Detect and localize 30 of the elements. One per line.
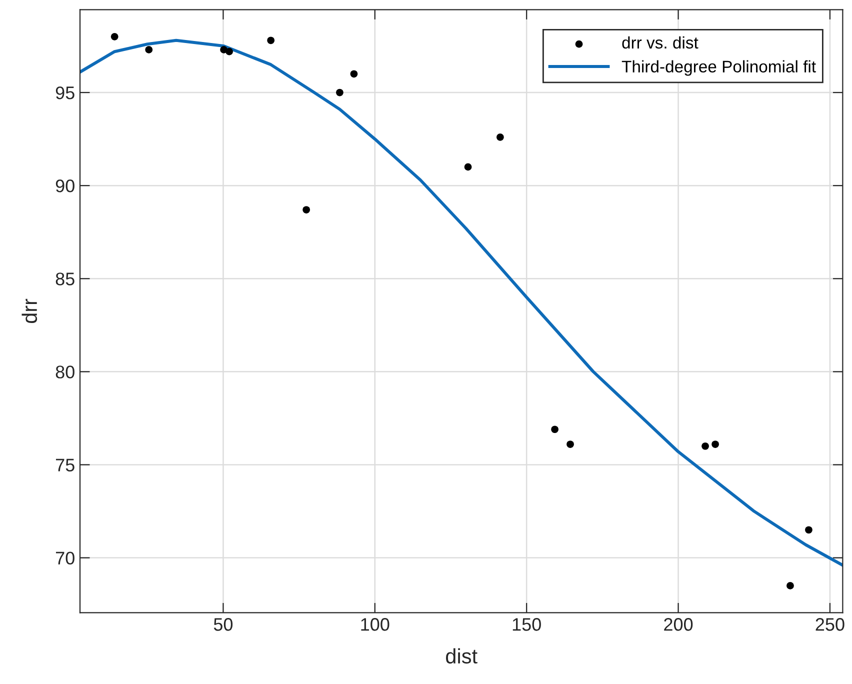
x-axis-title: dist: [446, 648, 478, 664]
point: [145, 46, 153, 54]
point: [712, 440, 719, 448]
y-tick-label: 90: [56, 180, 74, 192]
x-tick-label: 150: [512, 618, 541, 631]
y-tick-label: 85: [56, 272, 74, 286]
point: [302, 206, 310, 214]
legend-label: Third-degree Polinomial fit: [622, 60, 816, 76]
point: [496, 134, 504, 141]
x-tick-label: 250: [816, 618, 844, 631]
x-tick-label: 100: [361, 618, 390, 631]
point: [226, 48, 233, 56]
y-tick-label: 70: [56, 552, 74, 565]
legend-label: drr vs. dist: [622, 36, 698, 49]
point: [551, 426, 558, 434]
point: [267, 36, 274, 44]
x-tick-label: 50: [214, 618, 233, 631]
point: [805, 526, 812, 534]
point: [702, 442, 709, 450]
y-tick-label: 95: [56, 86, 74, 100]
point: [786, 582, 794, 590]
x-tick-label: 200: [664, 618, 693, 631]
point: [566, 440, 574, 448]
y-axis-title: drr: [22, 298, 38, 324]
point: [110, 33, 118, 40]
point: [464, 163, 472, 171]
y-tick-label: 80: [56, 366, 74, 378]
point: [350, 70, 358, 78]
y-tick-label: 75: [56, 458, 74, 472]
point: [336, 88, 344, 96]
